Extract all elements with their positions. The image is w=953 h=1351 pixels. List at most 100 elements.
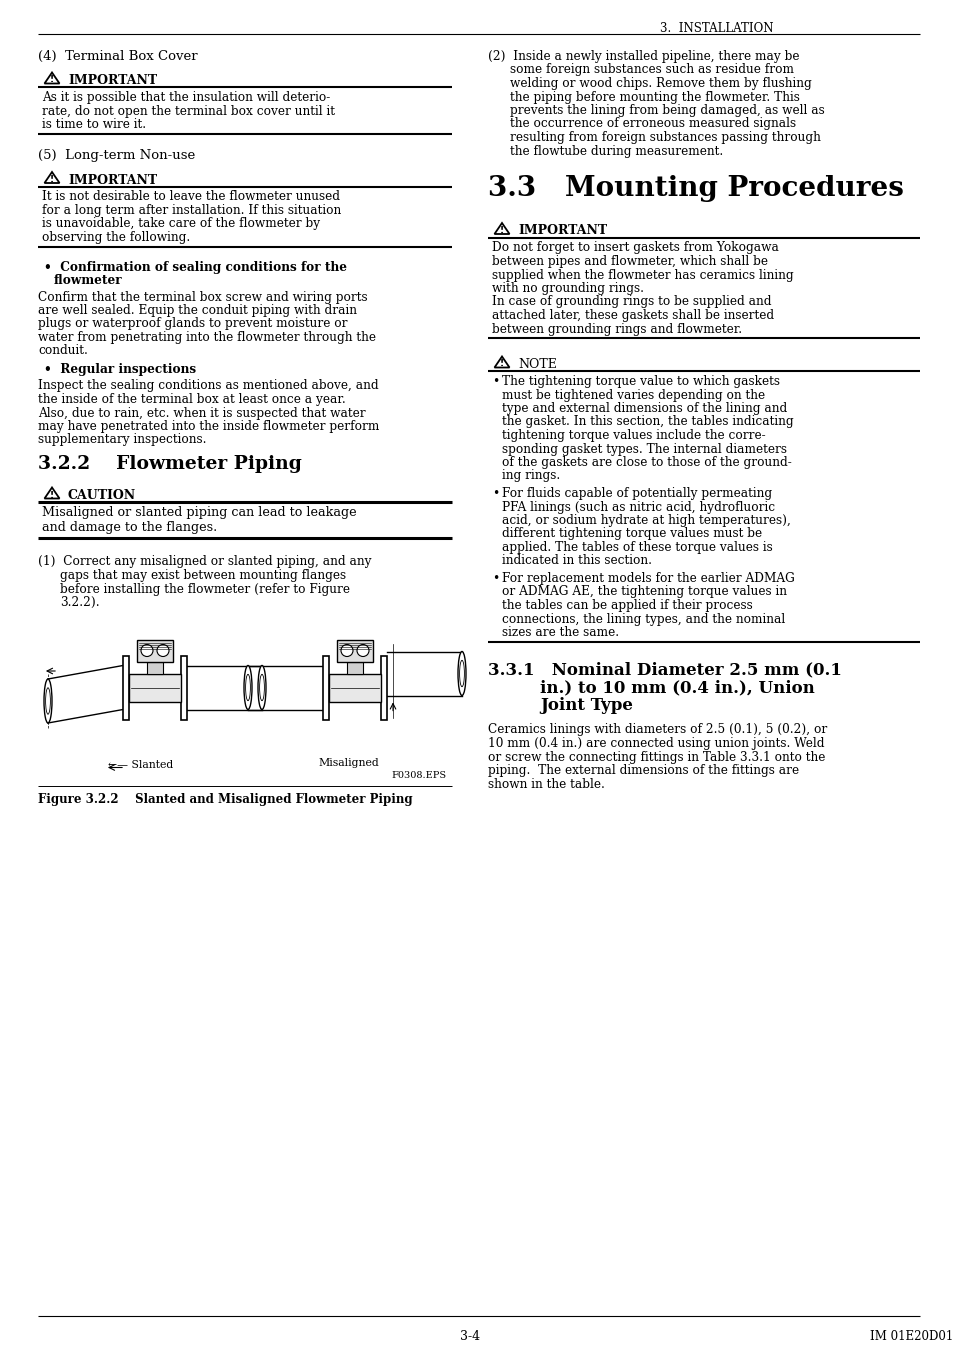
Text: Confirm that the terminal box screw and wiring ports: Confirm that the terminal box screw and … <box>38 290 367 304</box>
Text: type and external dimensions of the lining and: type and external dimensions of the lini… <box>501 403 786 415</box>
Text: with no grounding rings.: with no grounding rings. <box>492 282 643 295</box>
Text: gaps that may exist between mounting flanges: gaps that may exist between mounting fla… <box>60 569 346 582</box>
Text: Also, due to rain, etc. when it is suspected that water: Also, due to rain, etc. when it is suspe… <box>38 407 365 420</box>
Text: shown in the table.: shown in the table. <box>488 777 604 790</box>
Text: !: ! <box>50 490 54 500</box>
Text: is time to wire it.: is time to wire it. <box>42 118 146 131</box>
Text: are well sealed. Equip the conduit piping with drain: are well sealed. Equip the conduit pipin… <box>38 304 356 317</box>
Text: or ADMAG AE, the tightening torque values in: or ADMAG AE, the tightening torque value… <box>501 585 786 598</box>
Text: the flowtube during measurement.: the flowtube during measurement. <box>510 145 722 158</box>
Bar <box>181 655 187 720</box>
Text: plugs or waterproof glands to prevent moisture or: plugs or waterproof glands to prevent mo… <box>38 317 347 331</box>
Text: IMPORTANT: IMPORTANT <box>517 224 606 238</box>
Text: before installing the flowmeter (refer to Figure: before installing the flowmeter (refer t… <box>60 582 350 596</box>
Text: some foreign substances such as residue from: some foreign substances such as residue … <box>510 63 793 77</box>
Text: IMPORTANT: IMPORTANT <box>68 74 157 86</box>
Ellipse shape <box>457 651 465 696</box>
Ellipse shape <box>44 680 52 723</box>
Circle shape <box>356 644 369 657</box>
Text: Misaligned: Misaligned <box>317 758 378 767</box>
Text: IM 01E20D01-01E: IM 01E20D01-01E <box>869 1329 953 1343</box>
Circle shape <box>157 644 169 657</box>
Text: !: ! <box>499 226 503 235</box>
Ellipse shape <box>245 674 250 701</box>
Text: between pipes and flowmeter, which shall be: between pipes and flowmeter, which shall… <box>492 255 767 267</box>
Text: (5)  Long-term Non-use: (5) Long-term Non-use <box>38 150 195 162</box>
Text: Joint Type: Joint Type <box>539 697 632 715</box>
Text: In case of grounding rings to be supplied and: In case of grounding rings to be supplie… <box>492 296 771 308</box>
Bar <box>123 655 129 720</box>
Text: Inspect the sealing conditions as mentioned above, and: Inspect the sealing conditions as mentio… <box>38 380 378 393</box>
Text: NOTE: NOTE <box>517 358 557 372</box>
Text: and damage to the flanges.: and damage to the flanges. <box>42 521 217 534</box>
Text: indicated in this section.: indicated in this section. <box>501 554 651 567</box>
Text: the tables can be applied if their process: the tables can be applied if their proce… <box>501 598 752 612</box>
Text: prevents the lining from being damaged, as well as: prevents the lining from being damaged, … <box>510 104 824 118</box>
Circle shape <box>141 644 152 657</box>
Text: It is not desirable to leave the flowmeter unused: It is not desirable to leave the flowmet… <box>42 190 339 204</box>
Text: 3.  INSTALLATION: 3. INSTALLATION <box>659 22 773 35</box>
Text: tightening torque values include the corre-: tightening torque values include the cor… <box>501 430 765 442</box>
Text: Misaligned or slanted piping can lead to leakage: Misaligned or slanted piping can lead to… <box>42 507 356 519</box>
Text: •  Regular inspections: • Regular inspections <box>44 363 196 376</box>
Text: !: ! <box>50 76 54 85</box>
Text: may have penetrated into the inside flowmeter perform: may have penetrated into the inside flow… <box>38 420 379 434</box>
Text: acid, or sodium hydrate at high temperatures),: acid, or sodium hydrate at high temperat… <box>501 513 790 527</box>
Text: different tightening torque values must be: different tightening torque values must … <box>501 527 761 540</box>
Text: Ceramics linings with diameters of 2.5 (0.1), 5 (0.2), or: Ceramics linings with diameters of 2.5 (… <box>488 724 826 736</box>
Text: As it is possible that the insulation will deterio-: As it is possible that the insulation wi… <box>42 91 330 104</box>
Text: connections, the lining types, and the nominal: connections, the lining types, and the n… <box>501 612 784 626</box>
Text: IMPORTANT: IMPORTANT <box>68 173 157 186</box>
Bar <box>380 655 387 720</box>
Bar <box>336 639 373 662</box>
Text: Do not forget to insert gaskets from Yokogawa: Do not forget to insert gaskets from Yok… <box>492 242 778 254</box>
Ellipse shape <box>46 688 51 715</box>
Bar <box>129 674 181 701</box>
Text: Figure 3.2.2    Slanted and Misaligned Flowmeter Piping: Figure 3.2.2 Slanted and Misaligned Flow… <box>38 793 413 805</box>
Text: rate, do not open the terminal box cover until it: rate, do not open the terminal box cover… <box>42 104 335 118</box>
Text: (1)  Correct any misaligned or slanted piping, and any: (1) Correct any misaligned or slanted pi… <box>38 555 371 569</box>
Text: is unavoidable, take care of the flowmeter by: is unavoidable, take care of the flowmet… <box>42 218 320 231</box>
Text: ing rings.: ing rings. <box>501 470 559 482</box>
Text: 3.3   Mounting Procedures: 3.3 Mounting Procedures <box>488 174 902 201</box>
Ellipse shape <box>257 666 266 709</box>
Text: in.) to 10 mm (0.4 in.), Union: in.) to 10 mm (0.4 in.), Union <box>539 680 814 697</box>
Text: sizes are the same.: sizes are the same. <box>501 626 618 639</box>
Ellipse shape <box>259 674 264 701</box>
Text: welding or wood chips. Remove them by flushing: welding or wood chips. Remove them by fl… <box>510 77 811 91</box>
Text: (4)  Terminal Box Cover: (4) Terminal Box Cover <box>38 50 197 63</box>
Text: •  Confirmation of sealing conditions for the: • Confirmation of sealing conditions for… <box>44 261 347 273</box>
Text: !: ! <box>50 176 54 184</box>
Text: for a long term after installation. If this situation: for a long term after installation. If t… <box>42 204 341 218</box>
Text: must be tightened varies depending on the: must be tightened varies depending on th… <box>501 389 764 401</box>
Text: 3.2.2).: 3.2.2). <box>60 596 99 609</box>
Circle shape <box>340 644 353 657</box>
Text: applied. The tables of these torque values is: applied. The tables of these torque valu… <box>501 540 772 554</box>
Text: 3.3.1   Nominal Diameter 2.5 mm (0.1: 3.3.1 Nominal Diameter 2.5 mm (0.1 <box>488 662 841 678</box>
Text: the gasket. In this section, the tables indicating: the gasket. In this section, the tables … <box>501 416 793 428</box>
Ellipse shape <box>244 666 252 709</box>
Text: (2)  Inside a newly installed pipeline, there may be: (2) Inside a newly installed pipeline, t… <box>488 50 799 63</box>
Text: •: • <box>492 376 498 388</box>
Bar <box>329 674 380 701</box>
Bar <box>323 655 329 720</box>
Text: resulting from foreign substances passing through: resulting from foreign substances passin… <box>510 131 820 145</box>
Text: conduit.: conduit. <box>38 345 88 358</box>
Bar <box>137 639 172 662</box>
Bar <box>347 662 363 674</box>
Text: !: ! <box>499 359 503 369</box>
Text: The tightening torque value to which gaskets: The tightening torque value to which gas… <box>501 376 780 388</box>
Text: For fluids capable of potentially permeating: For fluids capable of potentially permea… <box>501 486 771 500</box>
Text: between grounding rings and flowmeter.: between grounding rings and flowmeter. <box>492 323 741 335</box>
Text: observing the following.: observing the following. <box>42 231 190 245</box>
Text: attached later, these gaskets shall be inserted: attached later, these gaskets shall be i… <box>492 309 773 322</box>
Text: water from penetrating into the flowmeter through the: water from penetrating into the flowmete… <box>38 331 375 345</box>
Text: the inside of the terminal box at least once a year.: the inside of the terminal box at least … <box>38 393 345 407</box>
Text: PFA linings (such as nitric acid, hydrofluoric: PFA linings (such as nitric acid, hydrof… <box>501 500 774 513</box>
Text: ←— Slanted: ←— Slanted <box>108 759 173 770</box>
Text: supplied when the flowmeter has ceramics lining: supplied when the flowmeter has ceramics… <box>492 269 793 281</box>
Bar <box>147 662 163 674</box>
Text: flowmeter: flowmeter <box>54 274 123 286</box>
Ellipse shape <box>459 661 464 686</box>
Text: or screw the connecting fittings in Table 3.3.1 onto the: or screw the connecting fittings in Tabl… <box>488 751 824 763</box>
